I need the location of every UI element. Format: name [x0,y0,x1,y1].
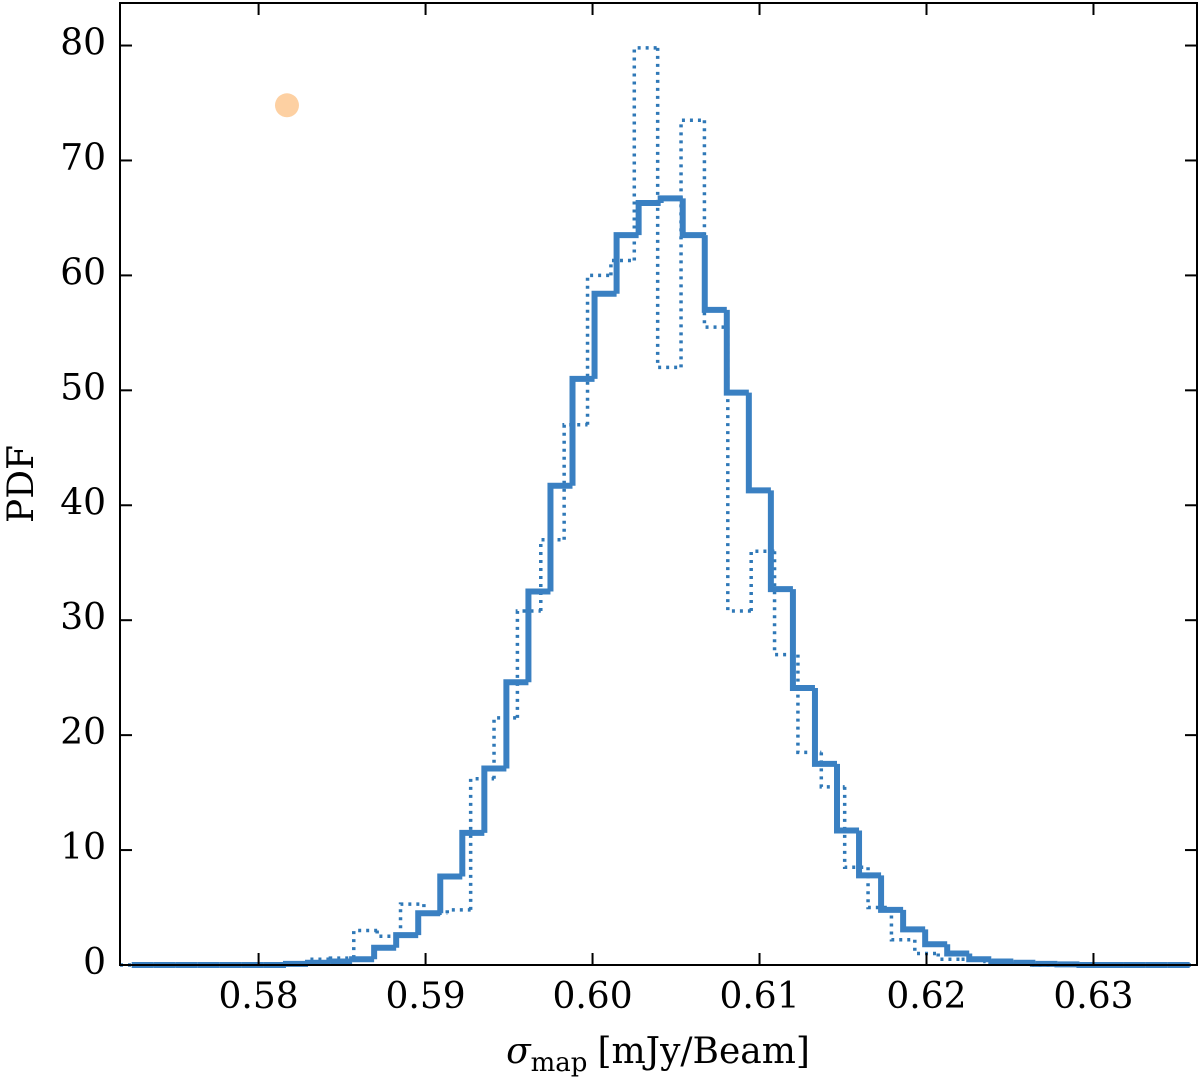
histogram-bin [481,765,507,833]
histogram-bin [445,908,471,914]
plot-frame [119,2,1198,966]
x-tick-label: 0.58 [219,976,299,1017]
histogram-bin [562,423,588,540]
y-axis-label: PDF [1,445,42,523]
histogram-bin [944,944,970,957]
y-tick-label: 20 [60,712,106,753]
histogram-bin [789,589,815,692]
histogram-bin [352,928,378,959]
x-label-symbol: σ [506,1031,532,1072]
histogram-bin [305,959,331,966]
histogram-bin [833,763,860,834]
x-tick-label: 0.62 [886,976,966,1017]
histogram-bin [900,909,926,933]
y-tick-label: 70 [60,137,106,178]
histogram-bin [655,47,682,370]
histogram-bin [569,375,595,486]
histogram-bin [679,118,705,368]
x-axis-label: σmap [mJy/Beam] [506,1031,810,1078]
x-tick-label: 0.61 [719,976,799,1017]
y-tick-label: 40 [60,482,106,523]
histogram-bin [679,198,705,239]
histogram-bin [856,830,882,879]
histogram-bin [819,752,845,789]
histogram-bin [515,609,541,718]
y-tick-label: 10 [60,827,106,868]
histogram-bin [393,932,419,948]
histogram-bin [745,392,771,494]
histogram-bin [585,273,611,425]
y-tick-label: 30 [60,597,106,638]
histogram-bin [988,958,1014,965]
histogram-bin [547,482,573,592]
histogram-bin [437,873,463,914]
histogram-bin [723,309,749,396]
marker-point [274,93,299,118]
histogram-bin [1010,959,1036,966]
histogram-bin [415,910,441,936]
y-tick-label: 50 [60,367,106,408]
histogram-bin [922,929,948,948]
histogram-bin [767,490,793,593]
histogram-bin [635,199,661,236]
x-tick-label: 0.63 [1053,976,1133,1017]
x-tick-label: 0.60 [552,976,632,1017]
histogram-bin [459,829,485,877]
histogram-bin [375,930,401,939]
histogram-bin [772,551,798,657]
histogram-bin [702,120,728,329]
histogram-bin [349,956,375,963]
histogram-bin [936,953,962,962]
y-tick-label: 80 [60,23,106,64]
y-tick-label: 60 [60,252,106,293]
histogram-bin [889,907,915,942]
histogram-bin [525,588,551,683]
histogram-bin [878,875,904,913]
histogram-bin [811,688,837,767]
histogram-bin [613,232,639,294]
histogram-bin [503,679,529,769]
histogram-bin [591,290,617,379]
y-tick-label: 0 [83,942,106,983]
histogram-bin [327,958,353,965]
x-label-subscript: map [531,1048,588,1078]
x-tick-label: 0.59 [385,976,465,1017]
histogram-bin [657,195,683,203]
histogram-bin [371,944,397,960]
histogram-bin [398,902,424,937]
histogram-bin [1032,960,1058,967]
histogram-bin [701,235,727,313]
x-label-unit: [mJy/Beam] [597,1031,809,1072]
histogram-bin [866,867,892,910]
histogram-bin [966,953,992,963]
